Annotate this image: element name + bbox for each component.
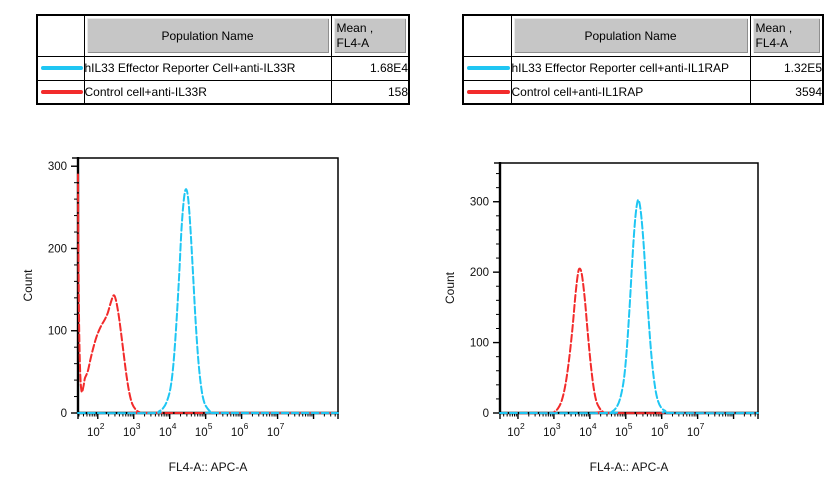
population-name: Control cell+anti-IL1RAP	[510, 79, 751, 105]
series-curve-red	[499, 267, 759, 415]
mean-value: 1.68E4	[330, 55, 410, 81]
y-axis: 0 100 200 300	[48, 157, 78, 420]
svg-text:100: 100	[48, 326, 67, 338]
y-axis-label: Count	[443, 271, 457, 304]
mean-header-line2: FL4-A	[336, 35, 370, 50]
population-table-right: Population Name Mean , FL4-A hIL33 Effec…	[462, 14, 824, 105]
svg-text:100: 100	[470, 338, 489, 350]
svg-text:106: 106	[651, 421, 669, 439]
svg-text:102: 102	[507, 421, 525, 439]
svg-text:300: 300	[48, 161, 67, 173]
svg-text:103: 103	[123, 421, 141, 439]
svg-text:300: 300	[470, 197, 489, 209]
curves	[499, 198, 759, 415]
population-name-header-label: Population Name	[161, 28, 254, 43]
svg-text:107: 107	[267, 421, 285, 439]
svg-text:104: 104	[159, 421, 177, 439]
population-name: hIL33 Effector Reporter Cell+anti-IL33R	[83, 55, 332, 81]
table-row: Control cell+anti-IL33R 158	[36, 79, 410, 105]
legend-swatch-red	[467, 89, 510, 94]
mean-value: 1.32E5	[749, 55, 824, 81]
mean-header-line1: Mean ,	[336, 20, 374, 35]
svg-text:200: 200	[48, 243, 67, 255]
y-axis: 0 100 200 300	[470, 162, 500, 420]
table-row: hIL33 Effector Reporter cell+anti-IL1RAP…	[462, 55, 824, 81]
svg-text:107: 107	[687, 421, 705, 439]
population-name: Control cell+anti-IL33R	[83, 79, 332, 105]
mean-value: 158	[330, 79, 410, 105]
x-axis: 102 103 104 105 106 107	[77, 413, 339, 439]
y-axis-label: Count	[21, 269, 35, 302]
legend-swatch-red	[41, 89, 83, 94]
svg-text:0: 0	[61, 408, 67, 420]
x-axis-label: FL4-A:: APC-A	[169, 460, 248, 474]
table-row: Control cell+anti-IL1RAP 3594	[462, 79, 824, 105]
legend-swatch-cyan	[467, 66, 510, 70]
svg-text:105: 105	[615, 421, 633, 439]
population-table-left: Population Name Mean , FL4-A hIL33 Effec…	[36, 14, 410, 105]
population-name-header-label: Population Name	[584, 28, 677, 43]
series-curve-cyan	[77, 188, 339, 415]
x-axis-label: FL4-A:: APC-A	[590, 460, 669, 474]
svg-text:105: 105	[195, 421, 213, 439]
curves	[77, 173, 339, 415]
mean-value: 3594	[749, 79, 824, 105]
mean-header: Mean , FL4-A	[749, 14, 824, 57]
svg-text:200: 200	[470, 267, 489, 279]
mean-header-line2: FL4-A	[755, 35, 789, 50]
svg-text:0: 0	[483, 408, 489, 420]
legend-header-cell	[462, 14, 512, 57]
population-name-header: Population Name	[510, 14, 751, 57]
series-curve-cyan	[499, 198, 759, 415]
x-axis: 102 103 104 105 106 107	[499, 413, 759, 439]
svg-text:104: 104	[579, 421, 597, 439]
series-curve-red	[77, 173, 339, 415]
svg-text:103: 103	[543, 421, 561, 439]
table-row: hIL33 Effector Reporter Cell+anti-IL33R …	[36, 55, 410, 81]
population-name-header: Population Name	[83, 14, 332, 57]
legend-swatch-cyan	[41, 66, 83, 70]
plot-frame	[77, 157, 339, 414]
svg-text:102: 102	[87, 421, 105, 439]
plot-frame	[499, 162, 759, 414]
mean-header: Mean , FL4-A	[330, 14, 410, 57]
svg-text:106: 106	[231, 421, 249, 439]
mean-header-line1: Mean ,	[755, 20, 793, 35]
